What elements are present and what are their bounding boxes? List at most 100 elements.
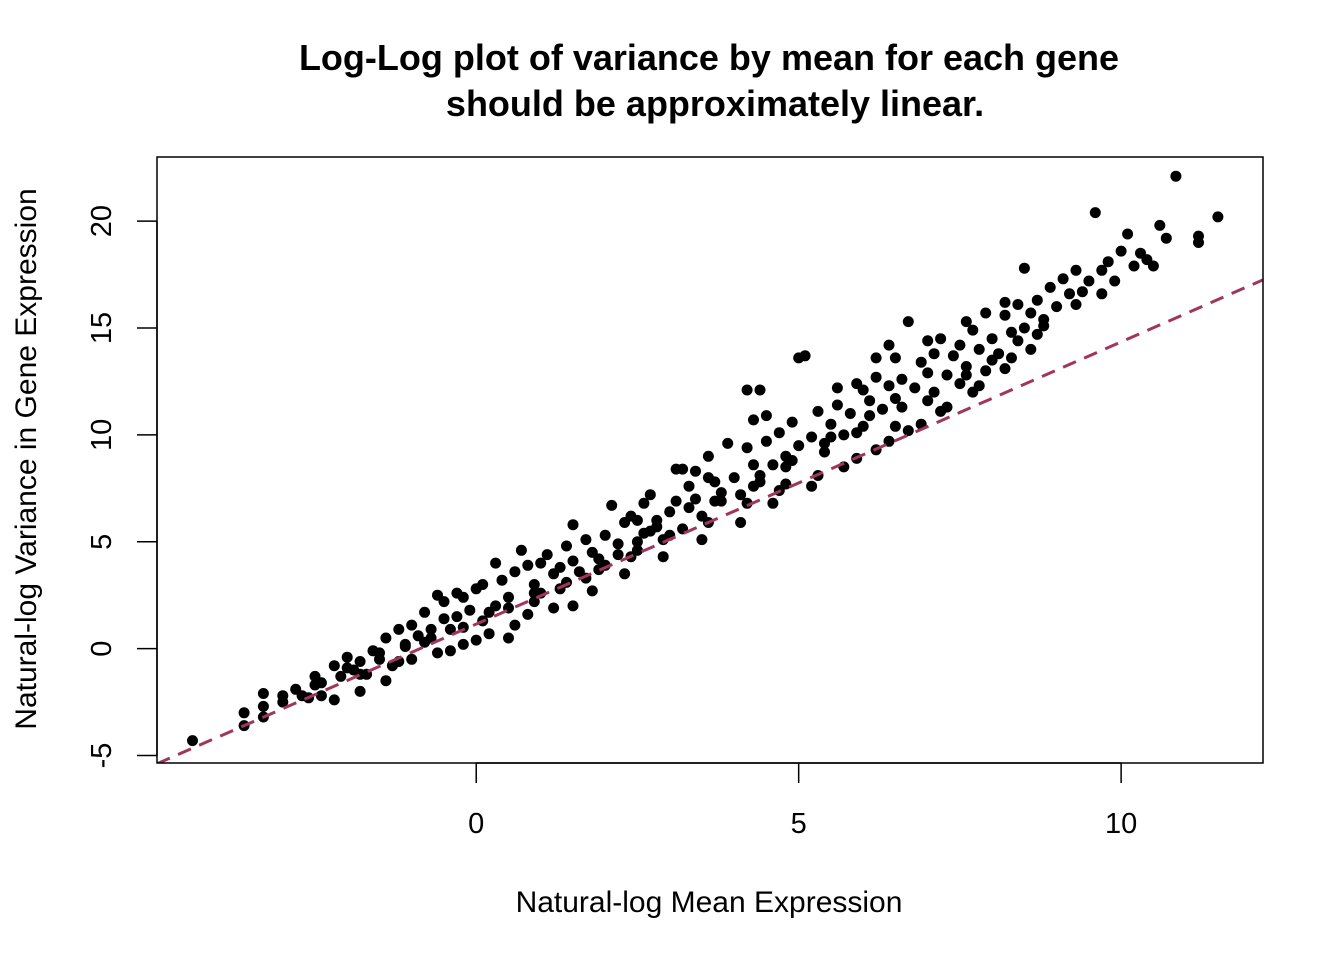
- data-point: [309, 670, 321, 682]
- data-point: [638, 497, 650, 509]
- data-point: [374, 647, 385, 659]
- data-point: [335, 670, 347, 682]
- data-point: [799, 350, 811, 362]
- data-point: [1025, 307, 1037, 319]
- y-tick-label: 0: [86, 641, 118, 657]
- data-point: [477, 579, 489, 590]
- data-point: [1160, 232, 1172, 244]
- data-point: [702, 472, 714, 484]
- data-point: [793, 440, 805, 452]
- data-point: [483, 628, 495, 640]
- x-tick-label: 0: [468, 808, 484, 840]
- data-point: [935, 405, 947, 417]
- data-point: [960, 316, 972, 328]
- data-point: [748, 459, 759, 471]
- data-point: [748, 414, 759, 426]
- data-point: [967, 324, 979, 336]
- data-point: [767, 459, 779, 471]
- data-point: [999, 309, 1011, 321]
- data-point: [187, 735, 198, 747]
- data-point: [831, 382, 843, 394]
- data-point: [825, 418, 837, 430]
- y-tick-label: -5: [86, 743, 118, 769]
- data-point: [1038, 320, 1050, 332]
- data-point: [548, 602, 560, 614]
- data-point: [735, 517, 747, 528]
- data-point: [657, 551, 669, 563]
- data-point: [922, 395, 934, 407]
- data-point: [425, 623, 437, 635]
- data-point: [1070, 299, 1082, 310]
- data-point: [599, 529, 611, 541]
- data-point: [722, 437, 734, 449]
- data-point: [696, 534, 708, 546]
- data-point: [406, 619, 418, 631]
- data-point: [406, 653, 418, 665]
- data-point: [380, 632, 392, 644]
- x-axis-label: Natural-log Mean Expression: [516, 886, 903, 919]
- data-point: [535, 557, 547, 569]
- data-point: [877, 403, 888, 415]
- data-point: [786, 416, 798, 428]
- data-point: [457, 638, 469, 650]
- data-point: [806, 480, 818, 492]
- data-point: [831, 399, 843, 411]
- data-point: [1096, 264, 1108, 276]
- data-point: [1154, 219, 1166, 231]
- data-point: [631, 536, 643, 548]
- data-point: [857, 384, 869, 396]
- data-point: [644, 489, 656, 501]
- data-point: [1128, 260, 1140, 272]
- data-point: [1076, 286, 1088, 298]
- data-point: [1031, 328, 1043, 340]
- data-point: [457, 591, 469, 603]
- data-point: [1212, 211, 1224, 223]
- data-point: [664, 506, 676, 518]
- data-point: [773, 427, 785, 439]
- data-point: [464, 604, 476, 616]
- data-point: [728, 472, 740, 484]
- data-point: [444, 623, 456, 635]
- data-point: [838, 429, 850, 441]
- data-point: [631, 514, 643, 526]
- data-point: [690, 465, 701, 477]
- data-point: [683, 502, 695, 514]
- data-point: [683, 480, 695, 492]
- data-point: [670, 495, 682, 507]
- data-point: [561, 540, 572, 552]
- data-point: [606, 499, 618, 511]
- data-point: [735, 489, 747, 501]
- data-point: [432, 647, 443, 659]
- data-point: [651, 521, 663, 533]
- data-point: [980, 365, 992, 377]
- data-point: [612, 538, 624, 550]
- data-point: [960, 369, 972, 381]
- data-point: [902, 425, 914, 437]
- data-point: [806, 431, 818, 443]
- data-point: [960, 361, 972, 372]
- data-point: [1006, 352, 1017, 364]
- data-point: [864, 410, 876, 422]
- data-point: [341, 651, 353, 663]
- data-point: [496, 574, 508, 586]
- data-point: [619, 568, 631, 580]
- data-point: [509, 619, 521, 631]
- data-point: [819, 446, 830, 458]
- data-point: [760, 410, 772, 422]
- data-point: [503, 632, 514, 644]
- y-tick-label: 10: [86, 419, 118, 451]
- data-point: [567, 519, 579, 531]
- data-point: [889, 420, 901, 432]
- data-point: [986, 333, 998, 345]
- data-point: [915, 356, 927, 368]
- data-point: [509, 566, 521, 578]
- data-point: [870, 371, 882, 383]
- data-point: [812, 405, 824, 417]
- data-point: [922, 367, 934, 379]
- y-axis: -5 0 5 10 15 20: [86, 205, 158, 769]
- data-point: [451, 611, 463, 623]
- data-point: [528, 579, 540, 590]
- data-point: [1051, 301, 1063, 313]
- data-point: [1070, 264, 1082, 276]
